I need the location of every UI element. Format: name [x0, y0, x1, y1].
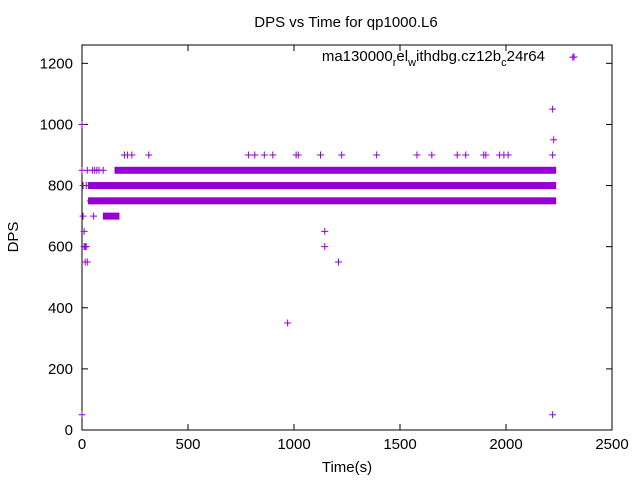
data-point — [549, 151, 557, 159]
x-tick-label: 1000 — [277, 436, 310, 453]
data-point — [78, 411, 86, 419]
legend-marker — [570, 53, 578, 61]
data-point — [269, 151, 277, 159]
data-point — [321, 227, 329, 235]
data-point-cluster — [114, 166, 557, 174]
chart-title: DPS vs Time for qp1000.L6 — [254, 14, 437, 31]
x-tick-label: 500 — [175, 436, 200, 453]
data-point — [251, 151, 259, 159]
data-point-cluster — [88, 182, 557, 190]
data-point — [84, 182, 92, 190]
data-point — [428, 151, 436, 159]
data-point — [82, 243, 90, 251]
x-tick-label: 1500 — [383, 436, 416, 453]
axis-tick-labels: 0 500 1000 1500 2000 2500 0 200 400 600 800 1000 120… — [40, 55, 629, 453]
data-point — [284, 319, 292, 327]
plot-area-frame — [81, 44, 613, 431]
legend-series-label: ma130000relwithdbg.cz12bc24r64 — [322, 48, 545, 69]
data-points — [78, 53, 577, 419]
data-point — [79, 212, 87, 220]
data-point — [462, 151, 470, 159]
y-tick-label: 1000 — [40, 116, 73, 133]
data-point — [260, 151, 268, 159]
y-tick-label: 600 — [48, 239, 73, 256]
data-point — [78, 120, 86, 128]
data-point — [294, 151, 302, 159]
data-point-cluster — [88, 197, 557, 205]
data-point — [80, 227, 88, 235]
y-tick-label: 800 — [48, 178, 73, 195]
x-tick-label: 2500 — [595, 436, 628, 453]
data-point — [99, 166, 107, 174]
data-point — [335, 258, 343, 266]
x-tick-label: 2000 — [489, 436, 522, 453]
x-axis-label: Time(s) — [322, 459, 372, 476]
data-point — [549, 411, 557, 419]
data-point — [373, 151, 381, 159]
data-point — [317, 151, 324, 159]
data-point-cluster — [102, 212, 120, 220]
data-point — [83, 258, 91, 266]
data-point — [413, 151, 421, 159]
data-point — [101, 182, 109, 190]
data-point — [128, 151, 136, 159]
y-tick-label: 1200 — [40, 55, 73, 72]
axis-ticks — [81, 45, 613, 431]
data-point — [244, 151, 252, 159]
data-point — [550, 136, 558, 144]
data-point — [97, 197, 105, 205]
data-point — [145, 151, 153, 159]
y-axis-label: DPS — [5, 222, 22, 253]
data-point — [453, 151, 461, 159]
y-tick-label: 0 — [65, 422, 73, 439]
data-point — [86, 197, 94, 205]
legend-marker-symbol — [570, 53, 578, 61]
x-tick-label: 0 — [78, 436, 86, 453]
data-point — [549, 105, 557, 113]
data-point — [338, 151, 346, 159]
legend: ma130000relwithdbg.cz12bc24r64 — [322, 48, 578, 69]
data-point — [321, 243, 329, 251]
data-point — [504, 151, 512, 159]
data-point — [90, 212, 98, 220]
data-point — [482, 151, 490, 159]
y-tick-label: 200 — [48, 361, 73, 378]
y-tick-label: 400 — [48, 300, 73, 317]
